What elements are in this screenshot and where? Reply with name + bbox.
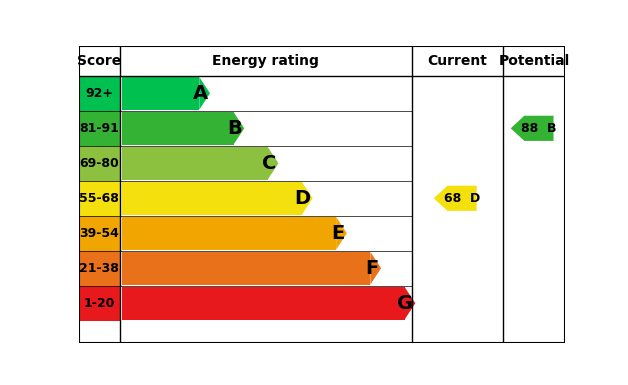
Bar [122,112,234,145]
Bar [78,111,120,146]
Text: 68  D: 68 D [444,192,480,205]
Text: E: E [331,224,344,243]
Bar [122,147,268,179]
Text: 92+: 92+ [85,87,114,100]
Text: 21-38: 21-38 [80,262,119,275]
Bar [78,146,120,181]
Text: Potential: Potential [499,54,570,68]
Polygon shape [511,116,553,141]
Text: 1-20: 1-20 [84,297,115,310]
Text: G: G [397,294,413,313]
Bar [122,182,302,214]
Text: 39-54: 39-54 [80,227,119,240]
Polygon shape [199,77,210,110]
Text: 81-91: 81-91 [80,122,119,135]
Polygon shape [268,147,278,179]
Text: 69-80: 69-80 [80,157,119,170]
Bar [78,286,120,321]
Text: F: F [365,259,379,278]
Bar [78,216,120,251]
Text: Current: Current [428,54,487,68]
Polygon shape [302,182,313,214]
Polygon shape [234,112,244,145]
Text: C: C [262,154,276,173]
Text: Score: Score [77,54,122,68]
Bar [122,77,199,110]
Polygon shape [371,252,381,285]
Polygon shape [434,186,477,211]
Text: Energy rating: Energy rating [212,54,319,68]
Text: D: D [294,189,310,208]
Polygon shape [336,217,347,249]
Bar [122,252,371,285]
Bar [78,76,120,111]
Bar [122,287,404,320]
Bar [78,251,120,286]
Text: 88  B: 88 B [521,122,556,135]
Text: 55-68: 55-68 [80,192,119,205]
Bar [78,181,120,216]
Text: B: B [227,119,242,138]
Bar [122,217,336,249]
Polygon shape [404,287,415,320]
Text: A: A [192,84,208,103]
